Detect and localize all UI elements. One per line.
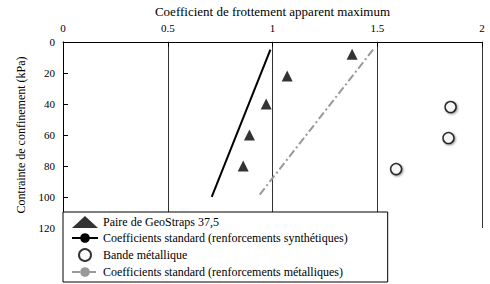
svg-text:0: 0	[60, 22, 66, 34]
svg-text:60: 60	[44, 129, 56, 141]
svg-text:0: 0	[50, 36, 56, 48]
svg-text:20: 20	[44, 67, 56, 79]
svg-text:Bande métallique: Bande métallique	[103, 248, 187, 262]
svg-text:0.5: 0.5	[161, 22, 175, 34]
svg-text:Coefficients standard (renforc: Coefficients standard (renforcements syn…	[103, 231, 348, 245]
svg-text:120: 120	[39, 222, 56, 234]
svg-text:Contrainte de confinement (kPa: Contrainte de confinement (kPa)	[14, 56, 28, 213]
svg-text:2: 2	[479, 22, 485, 34]
svg-text:Coefficients standard (renforc: Coefficients standard (renforcements mét…	[103, 265, 343, 279]
svg-text:1: 1	[270, 22, 276, 34]
svg-text:Coefficient de frottement appa: Coefficient de frottement apparent maxim…	[155, 4, 390, 19]
svg-text:40: 40	[44, 98, 56, 110]
svg-text:100: 100	[39, 191, 56, 203]
svg-text:80: 80	[44, 160, 56, 172]
svg-text:Paire de GeoStraps 37,5: Paire de GeoStraps 37,5	[103, 215, 219, 229]
svg-text:1.5: 1.5	[370, 22, 384, 34]
